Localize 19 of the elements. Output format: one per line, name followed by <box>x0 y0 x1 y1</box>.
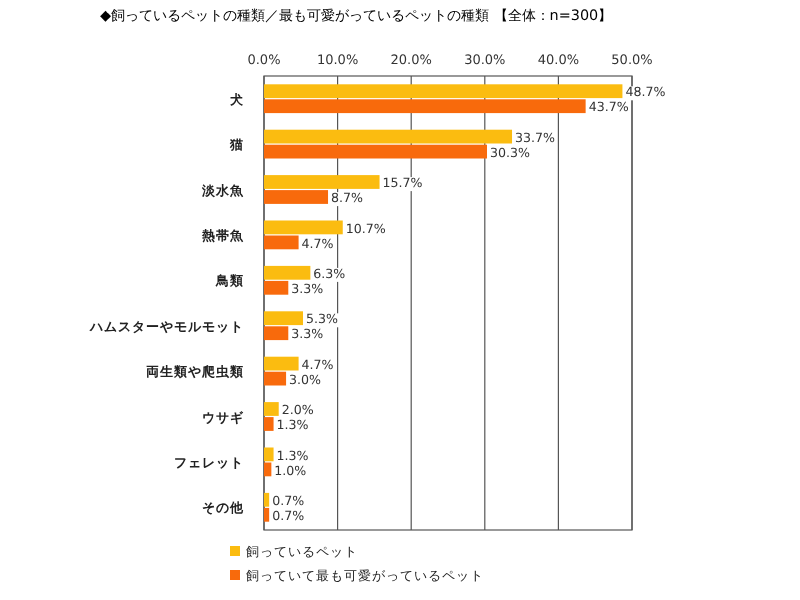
bar <box>264 144 488 159</box>
bar <box>264 507 270 522</box>
bar <box>264 190 329 204</box>
bar <box>264 417 274 431</box>
bar <box>264 371 287 386</box>
bar <box>264 129 513 144</box>
bar <box>264 311 304 326</box>
bar <box>264 402 279 416</box>
bar <box>264 99 586 114</box>
bar <box>264 84 623 99</box>
bar <box>264 175 380 189</box>
bar <box>264 326 289 341</box>
bar <box>264 280 289 295</box>
bar <box>264 356 299 371</box>
bar <box>264 492 270 507</box>
bar <box>264 447 274 462</box>
bar <box>264 235 299 250</box>
bar <box>264 265 311 280</box>
bar <box>264 220 343 235</box>
